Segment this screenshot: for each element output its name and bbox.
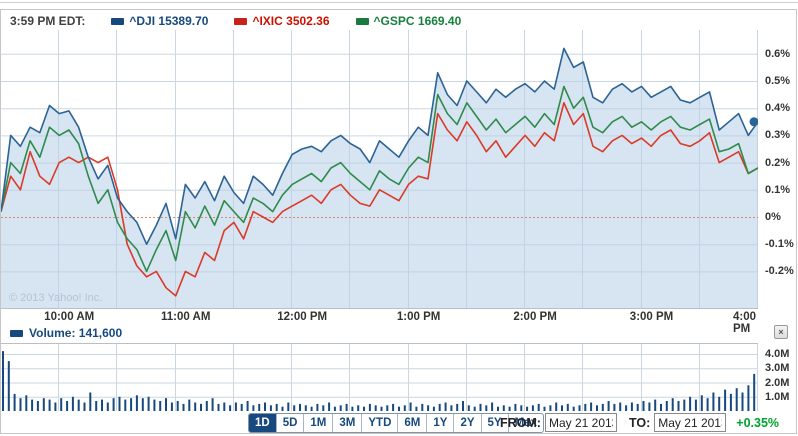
page-top-rule [0,2,798,3]
volume-chart-svg [1,344,758,412]
range-button-1d[interactable]: 1D [249,414,276,432]
volume-swatch-icon [10,329,23,337]
price-y-tick: 0.4% [765,102,791,115]
copyright-label: © 2013 Yahoo! Inc. [9,292,103,304]
to-label: TO: [628,415,651,430]
quote-time-label: 3:59 PM EDT: [10,14,86,28]
volume-label: Volume: 141,600 [29,326,123,340]
ixic-value: 3502.36 [286,14,330,28]
range-button-1m[interactable]: 1M [303,414,332,432]
volume-y-tick: 2.0M [765,376,790,389]
to-date-input[interactable] [654,413,727,432]
time-axis-tick: 12:00 PM [277,311,328,323]
dji-swatch-icon [111,17,125,25]
range-button-group: 1D 5D 1M 3M YTD 6M 1Y 2Y 5Y Max [248,413,544,433]
range-button-6m[interactable]: 6M [397,414,426,432]
range-button-ytd[interactable]: YTD [361,414,397,432]
chart-header: 3:59 PM EDT: ^DJI 15389.70 ^IXIC 3502.36… [10,13,461,29]
range-button-1y[interactable]: 1Y [426,414,453,432]
price-y-tick: 0.5% [765,75,791,87]
price-y-tick: 0.1% [765,183,791,196]
gspc-swatch-icon [355,17,369,25]
dji-symbol: ^DJI [129,14,156,28]
range-button-2y[interactable]: 2Y [453,414,480,432]
volume-pane[interactable] [1,343,758,412]
period-change-badge: +0.35% [736,415,780,430]
time-axis-tick: 2:00 PM [513,311,557,323]
from-date-input[interactable] [544,413,617,432]
price-y-tick: -0.1% [765,238,794,251]
range-button-5y[interactable]: 5Y [480,414,508,432]
price-axis-rule [1,308,758,309]
price-y-tick: 0.2% [765,156,791,169]
legend-item-gspc: ^GSPC 1669.40 [355,14,462,28]
volume-legend: Volume: 141,600 [10,326,122,340]
gspc-value: 1669.40 [417,14,462,28]
time-axis-tick: 3:00 PM [629,311,674,323]
legend-item-ixic: ^IXIC 3502.36 [234,14,330,28]
dji-value: 15389.70 [158,14,209,28]
gspc-symbol: ^GSPC [373,14,415,28]
volume-y-tick: 4.0M [765,348,790,360]
range-button-max[interactable]: Max [507,414,543,432]
time-axis: 10:00 AM 11:00 AM 12:00 PM 1:00 PM 2:00 PM 3:… [1,311,758,335]
time-axis-tick: 10:00 AM [44,311,95,323]
time-axis-tick: 4:00 PM [732,311,756,335]
ixic-swatch-icon [234,17,248,25]
from-label: FROM: [500,415,541,430]
range-button-3m[interactable]: 3M [332,414,361,432]
price-y-tick: 0.6% [765,47,791,60]
price-chart-svg[interactable] [1,30,758,308]
time-axis-tick: 11:00 AM [160,311,211,323]
volume-y-tick: 3.0M [765,362,790,375]
legend-item-dji: ^DJI 15389.70 [111,14,208,28]
volume-y-tick: 1.0M [765,390,790,403]
price-y-tick: -0.2% [765,265,794,278]
price-y-tick: 0% [765,211,781,223]
date-range-controls: FROM: TO: +0.35% [500,413,779,432]
price-y-tick: 0.3% [765,129,791,142]
time-axis-tick: 1:00 PM [396,311,441,323]
range-button-5d[interactable]: 5D [275,414,304,432]
close-volume-button[interactable]: × [774,325,788,339]
ixic-symbol: ^IXIC [252,14,283,28]
